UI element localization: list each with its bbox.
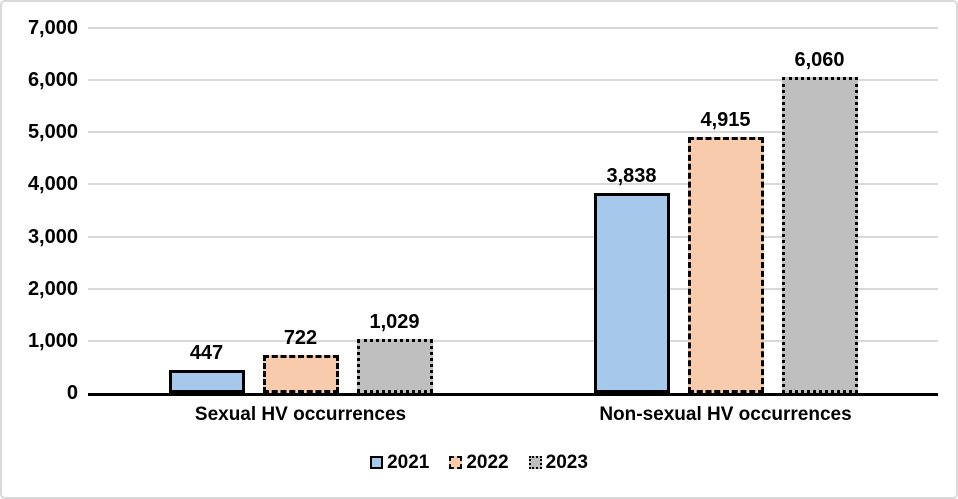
data-label-2022: 722 (283, 327, 318, 350)
y-tick-label-3000: 3,000 (27, 225, 78, 248)
gridline-4000 (88, 183, 938, 186)
plot-area: 447 722 1,029 3,838 4,915 6,060 (88, 27, 938, 396)
y-tick-label-2000: 2,000 (27, 277, 78, 300)
bar-wrap: 447 (168, 28, 245, 393)
gridline-3000 (88, 235, 938, 238)
legend: 2021 2022 2023 (2, 453, 956, 472)
y-tick-label-5000: 5,000 (27, 121, 78, 144)
bar-wrap: 722 (262, 28, 339, 393)
x-axis-category-labels: Sexual HV occurrences Non-sexual HV occu… (88, 404, 938, 426)
y-tick-label-4000: 4,000 (27, 173, 78, 196)
legend-label-2022: 2022 (466, 452, 509, 473)
bar-2022 (262, 355, 339, 393)
bar-wrap: 1,029 (356, 28, 433, 393)
y-tick-label-1000: 1,000 (27, 329, 78, 352)
gridline-5000 (88, 131, 938, 134)
y-tick-label-0: 0 (66, 382, 78, 404)
legend-marker-2022 (449, 456, 463, 469)
legend-marker-2023 (528, 456, 542, 469)
data-label-2022: 4,915 (700, 108, 751, 131)
bars-row: 447 722 1,029 3,838 4,915 6,060 (88, 28, 938, 393)
gridline-1000 (88, 339, 938, 342)
gridline-7000 (88, 27, 938, 29)
bar-2023 (781, 77, 858, 393)
gridline-2000 (88, 287, 938, 290)
legend-item-2022: 2022 (449, 452, 509, 473)
gridline-6000 (88, 79, 938, 82)
bar-2021 (593, 192, 670, 393)
category-label-non-sexual: Non-sexual HV occurrences (599, 404, 852, 425)
y-tick-label-7000: 7,000 (27, 17, 78, 39)
bar-2022 (687, 136, 764, 393)
bar-wrap: 6,060 (781, 28, 858, 393)
y-tick-label-6000: 6,000 (27, 69, 78, 92)
data-label-2023: 1,029 (369, 311, 420, 334)
data-label-2023: 6,060 (794, 49, 845, 71)
legend-label-2023: 2023 (545, 452, 588, 473)
bar-group-sexual: 447 722 1,029 (88, 28, 513, 393)
bar-wrap: 3,838 (593, 28, 670, 393)
bar-2021 (168, 369, 245, 393)
data-label-2021: 447 (189, 341, 224, 364)
data-label-2021: 3,838 (606, 164, 657, 187)
legend-label-2021: 2021 (387, 452, 430, 473)
legend-item-2023: 2023 (528, 452, 588, 473)
category-label-sexual: Sexual HV occurrences (194, 404, 407, 425)
legend-marker-2021 (370, 456, 384, 469)
bar-2023 (356, 339, 433, 393)
bar-wrap: 4,915 (687, 28, 764, 393)
bar-group-non-sexual: 3,838 4,915 6,060 (513, 28, 938, 393)
legend-item-2021: 2021 (370, 453, 429, 472)
